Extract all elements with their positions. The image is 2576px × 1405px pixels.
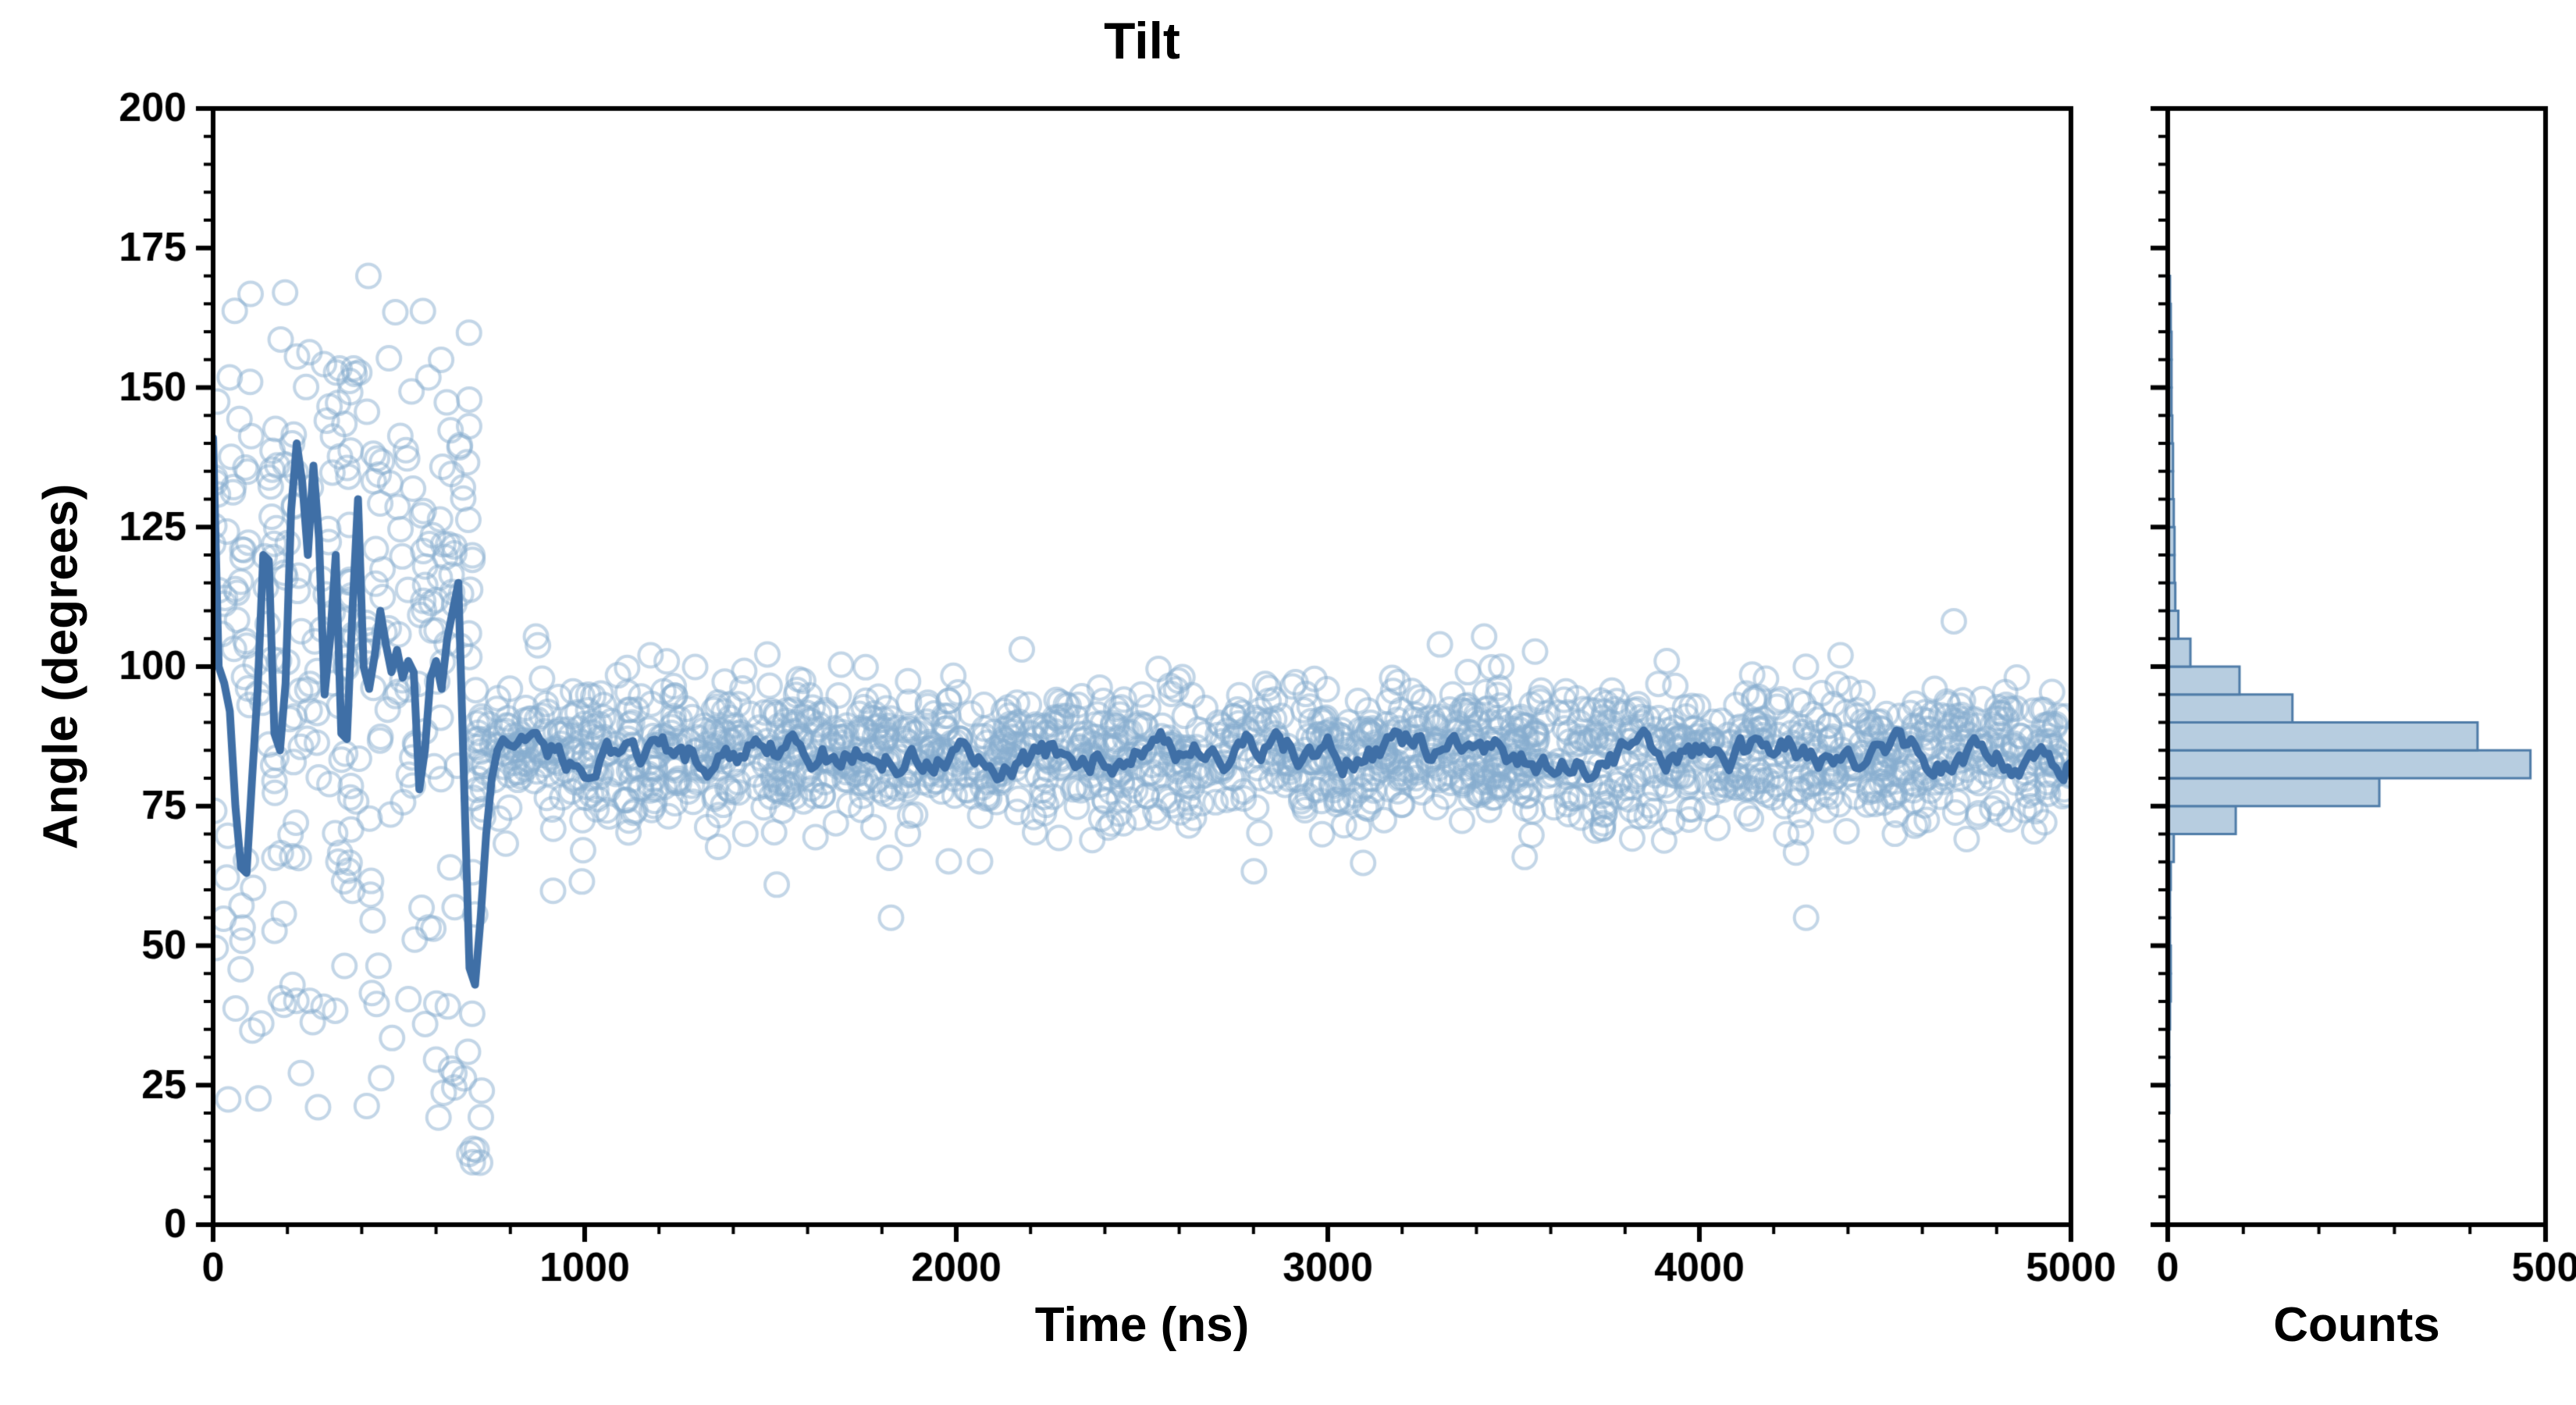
y-axis-label: Angle (degrees)	[34, 483, 88, 850]
hist-x-axis-label: Counts	[2273, 1298, 2440, 1352]
x-axis-label: Time (ns)	[1034, 1298, 1250, 1352]
chart-title: Tilt	[1104, 12, 1180, 69]
